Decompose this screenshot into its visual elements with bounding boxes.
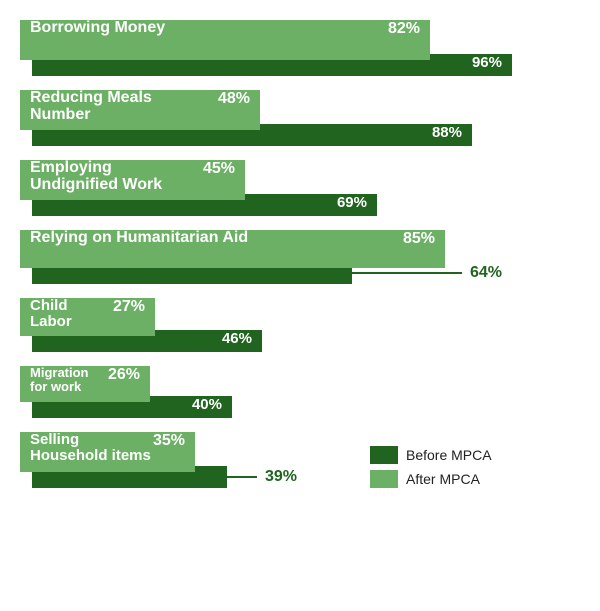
chart-row: SellingHousehold items35%39% bbox=[20, 432, 580, 488]
chart-row: EmployingUndignified Work45%69% bbox=[20, 160, 580, 216]
chart-row: Migrationfor work26%40% bbox=[20, 366, 580, 418]
bar-label: SellingHousehold items bbox=[30, 432, 151, 464]
bar-after-fill: Migrationfor work 26% bbox=[20, 366, 150, 402]
bar-after-fill: EmployingUndignified Work 45% bbox=[20, 160, 245, 200]
connector-line bbox=[227, 476, 257, 479]
bar-label: ChildLabor bbox=[30, 298, 72, 330]
bar-after: Reducing MealsNumber 48% bbox=[20, 90, 580, 130]
bar-label: Migrationfor work bbox=[30, 366, 89, 393]
bar-label: Relying on Humanitarian Aid bbox=[30, 230, 248, 247]
bar-after: SellingHousehold items35% bbox=[20, 432, 580, 472]
bar-after-value: 26% bbox=[108, 366, 140, 384]
chart-row: ChildLabor27%46% bbox=[20, 298, 580, 352]
bar-label: Reducing MealsNumber bbox=[30, 90, 152, 124]
bar-after-fill: SellingHousehold items35% bbox=[20, 432, 195, 472]
bar-after: Borrowing Money 82% bbox=[20, 20, 580, 60]
bar-after-value: 48% bbox=[218, 90, 250, 108]
bar-after: ChildLabor 27% bbox=[20, 298, 580, 336]
bar-after: EmployingUndignified Work 45% bbox=[20, 160, 580, 200]
bar-after-value: 35% bbox=[153, 432, 185, 450]
chart-row: Borrowing Money82%96% bbox=[20, 20, 580, 76]
connector-line bbox=[352, 272, 462, 275]
bar-label: EmployingUndignified Work bbox=[30, 160, 162, 194]
bar-after-value: 82% bbox=[388, 20, 420, 38]
bar-after-value: 45% bbox=[203, 160, 235, 178]
bar-label: Borrowing Money bbox=[30, 20, 165, 37]
bar-after: Relying on Humanitarian Aid 85% bbox=[20, 230, 580, 268]
bar-after: Migrationfor work 26% bbox=[20, 366, 580, 402]
chart-row: Reducing MealsNumber48%88% bbox=[20, 90, 580, 146]
bar-after-value: 85% bbox=[403, 230, 435, 248]
bar-after-fill: ChildLabor 27% bbox=[20, 298, 155, 336]
bar-after-value: 27% bbox=[113, 298, 145, 316]
bar-after-fill: Borrowing Money 82% bbox=[20, 20, 430, 60]
coping-strategies-chart: Borrowing Money82%96%Reducing MealsNumbe… bbox=[20, 20, 580, 488]
chart-row: Relying on Humanitarian Aid85%64% bbox=[20, 230, 580, 284]
bar-after-fill: Relying on Humanitarian Aid 85% bbox=[20, 230, 445, 268]
bar-after-fill: Reducing MealsNumber 48% bbox=[20, 90, 260, 130]
